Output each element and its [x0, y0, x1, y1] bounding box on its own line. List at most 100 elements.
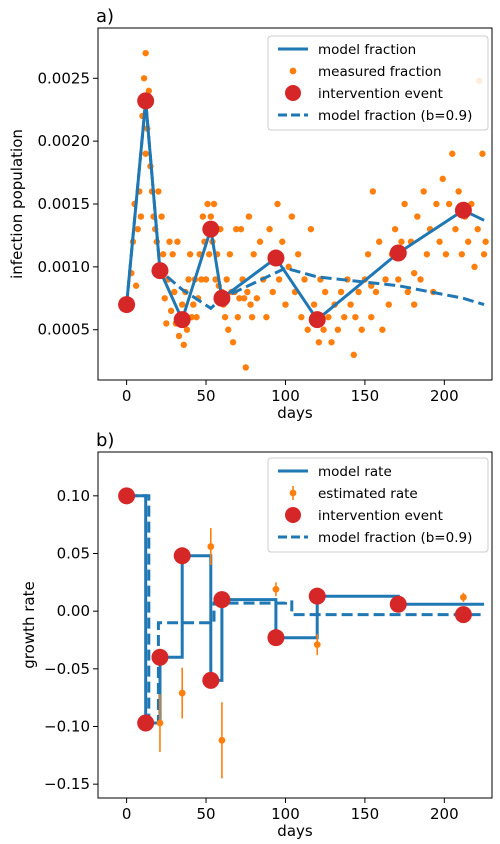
estimated-rate-point [460, 593, 467, 601]
measured-point [482, 238, 489, 245]
measured-point [206, 251, 213, 258]
measured-point [420, 188, 427, 195]
measured-point [433, 200, 440, 208]
measured-point [404, 288, 411, 296]
intervention-event-marker [389, 244, 407, 262]
measured-point [304, 326, 311, 333]
intervention-event-marker [308, 587, 326, 605]
intervention-event-marker [213, 289, 231, 307]
x-tick-label: 0 [122, 805, 132, 823]
legend-handle-event [285, 85, 301, 101]
measured-point [244, 288, 251, 296]
intervention-event-marker [118, 296, 136, 314]
measured-point [132, 282, 140, 289]
measured-point [334, 326, 342, 333]
intervention-event-marker [308, 311, 326, 329]
measured-point [474, 225, 481, 233]
intervention-event-marker [202, 671, 220, 689]
measured-point [166, 238, 173, 245]
measured-point [480, 251, 488, 258]
intervention-event-marker [151, 648, 169, 666]
measured-point [341, 313, 348, 321]
legend-label: intervention event [318, 508, 443, 524]
y-tick-label: 0.10 [57, 487, 90, 505]
measured-point [167, 307, 175, 315]
measured-point [171, 288, 178, 296]
measured-point [142, 49, 149, 57]
measured-point [369, 188, 377, 195]
measured-point [442, 251, 450, 258]
plot-area [118, 487, 485, 779]
measured-point [183, 326, 191, 333]
measured-point [376, 238, 383, 245]
measured-point [158, 213, 165, 220]
measured-point [479, 150, 486, 157]
measured-point [464, 238, 472, 245]
measured-point [199, 213, 207, 220]
measured-point [237, 225, 245, 233]
measured-point [202, 276, 210, 283]
measured-point [321, 288, 329, 296]
measured-point [288, 213, 296, 220]
measured-point [229, 339, 237, 346]
measured-point [142, 150, 149, 157]
intervention-event-marker [173, 311, 191, 329]
measured-point [445, 200, 453, 208]
measured-point [410, 301, 418, 308]
measured-point [226, 251, 234, 258]
estimated-rate-point [313, 641, 321, 649]
panel-label: b) [96, 430, 114, 451]
measured-point [221, 313, 229, 321]
legend-label: intervention event [318, 86, 443, 102]
measured-point [250, 251, 257, 258]
measured-point [379, 326, 386, 333]
measured-point [310, 301, 318, 308]
measured-point [364, 251, 372, 258]
intervention-event-marker [267, 249, 285, 267]
measured-point [355, 288, 362, 296]
y-tick-label: −0.15 [44, 775, 90, 793]
measured-point [180, 341, 187, 348]
measured-point [159, 251, 167, 258]
measured-point [294, 251, 302, 258]
measured-point [233, 225, 240, 233]
measured-point [352, 313, 359, 321]
measured-point [248, 313, 256, 321]
measured-point [301, 276, 308, 283]
measured-point [140, 75, 148, 82]
y-tick-label: 0.0015 [38, 195, 91, 213]
estimated-rate-point [178, 689, 186, 697]
x-tick-label: 0 [122, 387, 132, 405]
y-tick-label: −0.05 [44, 660, 90, 678]
measured-point [193, 313, 200, 321]
measured-point [401, 200, 408, 208]
measured-point [263, 313, 270, 321]
legend-box [267, 457, 489, 553]
measured-point [190, 301, 197, 308]
measured-point [223, 276, 230, 283]
measured-point [350, 351, 357, 359]
measured-point [242, 364, 249, 371]
intervention-event-marker [137, 714, 155, 732]
measured-point [414, 213, 421, 220]
plot-area [118, 49, 489, 371]
measured-point [368, 313, 375, 321]
measured-point [163, 320, 170, 327]
measured-point [225, 326, 232, 333]
intervention-event-marker [137, 92, 155, 110]
measured-point [175, 332, 183, 340]
measured-point [391, 225, 399, 233]
legend-label: estimated rate [318, 486, 418, 502]
measured-point [269, 288, 276, 296]
measured-point [385, 301, 392, 308]
measured-point [155, 188, 162, 195]
measured-point [307, 225, 315, 233]
measured-point [275, 276, 283, 283]
measured-point [449, 150, 456, 157]
measured-point [315, 339, 323, 346]
intervention-event-marker [202, 220, 220, 238]
measured-point [161, 295, 168, 302]
legend-handle-dot [289, 67, 297, 75]
measured-point [174, 238, 181, 245]
